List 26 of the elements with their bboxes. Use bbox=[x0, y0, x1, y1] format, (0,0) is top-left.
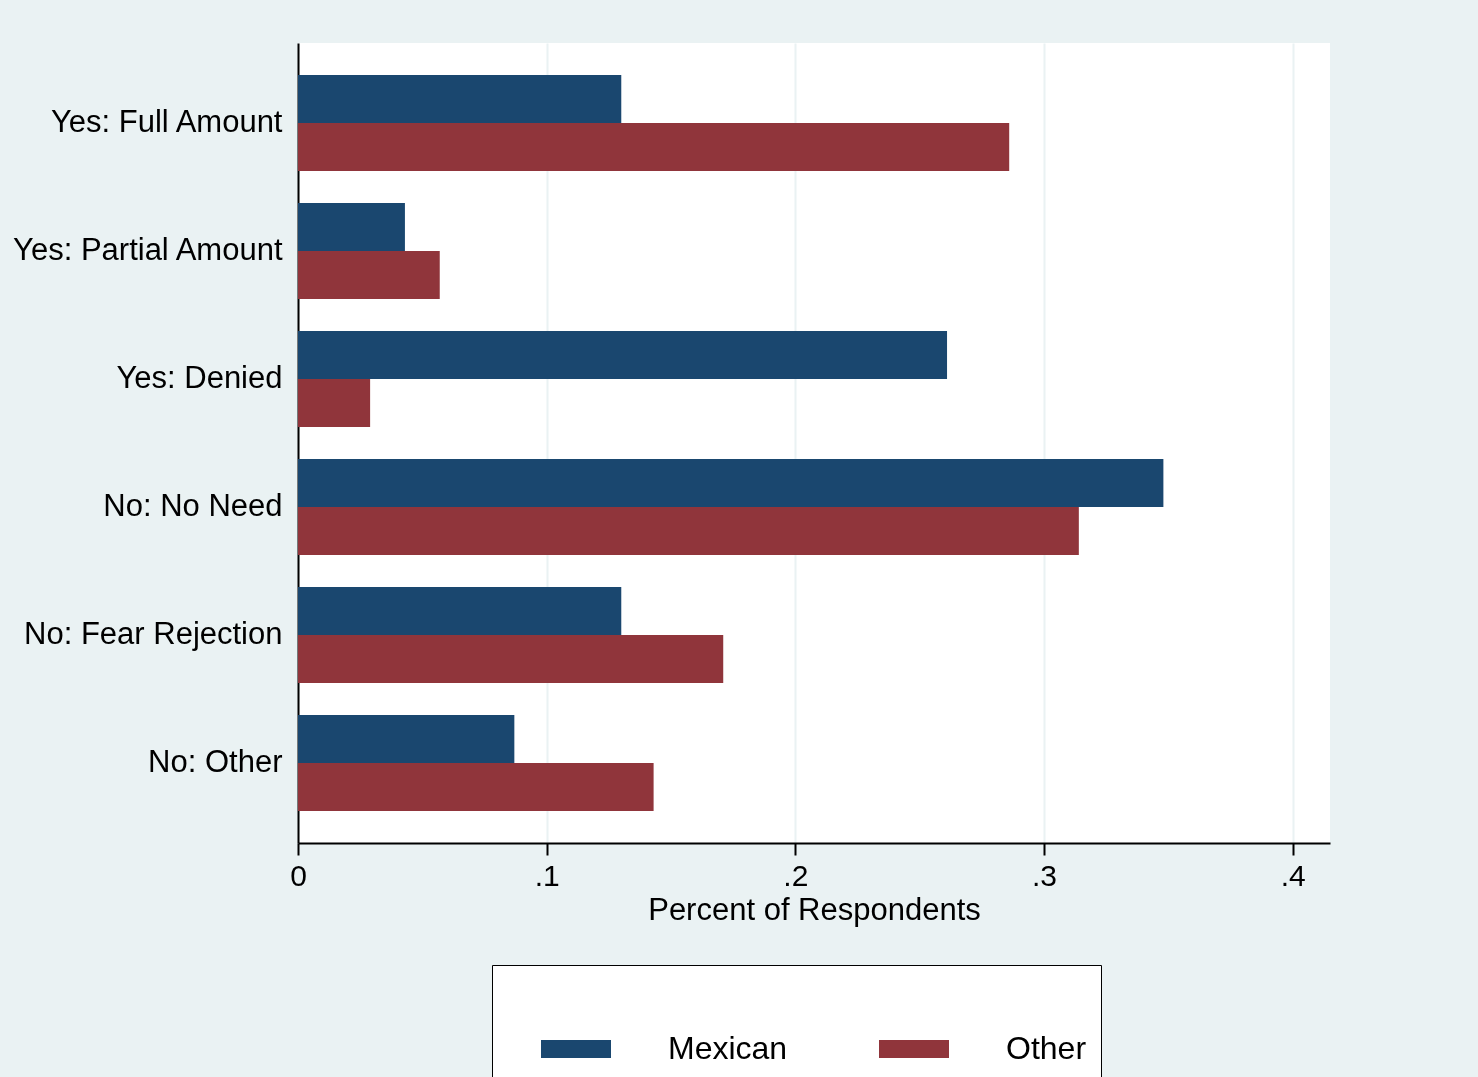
bar bbox=[298, 459, 1164, 507]
bar bbox=[298, 379, 371, 427]
bar bbox=[298, 763, 654, 811]
y-tick-label: No: No Need bbox=[103, 488, 283, 523]
x-tick-label: .1 bbox=[534, 858, 560, 892]
y-tick-label: No: Other bbox=[148, 744, 283, 779]
bar bbox=[298, 123, 1010, 171]
legend-label: Mexican bbox=[668, 1030, 788, 1066]
x-tick-label: 0 bbox=[290, 858, 307, 892]
y-tick-label: Yes: Denied bbox=[116, 360, 283, 395]
bar bbox=[298, 715, 515, 763]
bar bbox=[298, 251, 440, 299]
bar bbox=[298, 203, 405, 251]
legend-label: Other bbox=[1006, 1030, 1087, 1066]
bar bbox=[298, 635, 724, 683]
x-axis-title: Percent of Respondents bbox=[648, 891, 981, 927]
y-tick-label: Yes: Partial Amount bbox=[13, 232, 283, 267]
bar bbox=[298, 587, 622, 635]
x-tick-label: .2 bbox=[783, 858, 809, 892]
y-tick-label: Yes: Full Amount bbox=[51, 104, 283, 139]
bar bbox=[298, 331, 948, 379]
bar bbox=[298, 75, 622, 123]
y-tick-label: No: Fear Rejection bbox=[24, 616, 283, 651]
bar bbox=[298, 507, 1079, 555]
x-tick-label: .4 bbox=[1280, 858, 1306, 892]
x-tick-label: .3 bbox=[1032, 858, 1058, 892]
